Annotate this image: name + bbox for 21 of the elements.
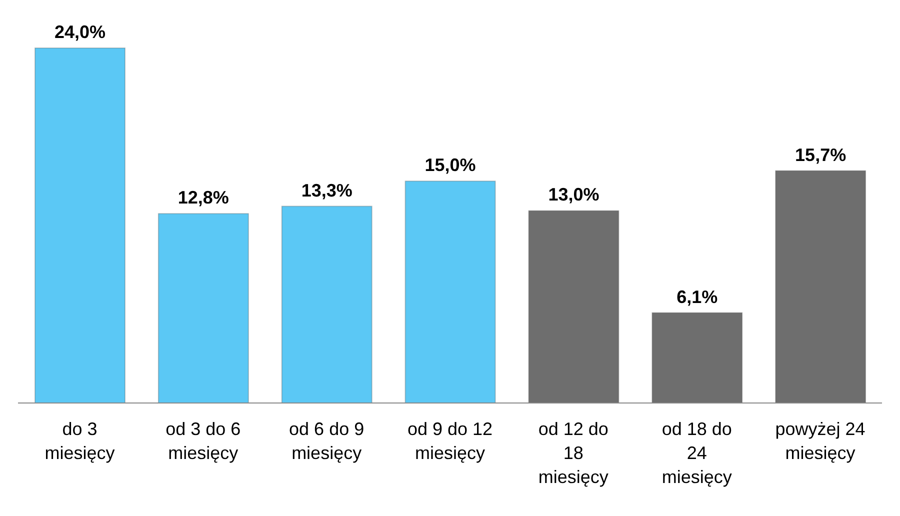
x-tick-label: od 18 do 24 miesięcy	[662, 419, 732, 487]
data-label: 6,1%	[676, 286, 718, 307]
data-label: 12,8%	[178, 188, 229, 208]
bar	[281, 206, 372, 404]
data-label: 24,0%	[54, 22, 106, 42]
data-label: 13,3%	[301, 180, 352, 200]
x-tick-label: od 6 do 9 miesięcy	[289, 419, 364, 463]
x-tick-label: powyżej 24 miesięcy	[775, 419, 866, 463]
data-label: 15,0%	[424, 155, 476, 176]
data-label: 15,7%	[795, 144, 846, 165]
x-tick-label: od 9 do 12 miesięcy	[407, 419, 493, 463]
x-tick-label: od 3 do 6 miesięcy	[166, 419, 241, 463]
bar	[404, 180, 496, 404]
x-tick-label: do 3 miesięcy	[44, 419, 115, 463]
bar	[652, 312, 743, 404]
bar	[528, 210, 620, 404]
bar	[775, 170, 866, 404]
bar	[34, 48, 126, 404]
bar	[158, 213, 249, 404]
data-label: 13,0%	[548, 184, 600, 205]
x-tick-label: od 12 do 18 miesięcy	[538, 419, 608, 487]
